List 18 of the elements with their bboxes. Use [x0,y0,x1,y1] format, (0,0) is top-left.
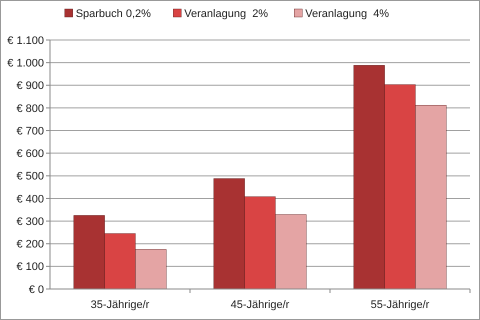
legend-label: Veranlagung 2% [184,8,268,20]
y-tick-label: € 0 [28,284,44,296]
legend-label: Sparbuch 0,2% [76,8,152,20]
y-tick-label: € 900 [16,80,44,92]
x-tick-label: 45-Jährige/r [230,299,290,311]
y-tick-label: € 200 [16,238,44,251]
x-tick-label: 35-Jährige/r [90,299,150,311]
legend-label: Veranlagung 4% [305,8,390,20]
y-tick-label: € 400 [16,193,44,206]
y-tick-label: € 300 [16,216,44,228]
y-tick-label: € 500 [16,170,44,183]
y-tick-label: € 1.000 [7,57,44,70]
y-tick-label: € 700 [16,125,44,138]
x-tick-label: 55-Jährige/r [370,299,430,311]
y-tick-label: € 100 [16,261,44,274]
y-tick-label: € 800 [16,102,44,115]
y-tick-label: € 1.100 [7,34,44,47]
y-tick-label: € 600 [16,148,44,160]
